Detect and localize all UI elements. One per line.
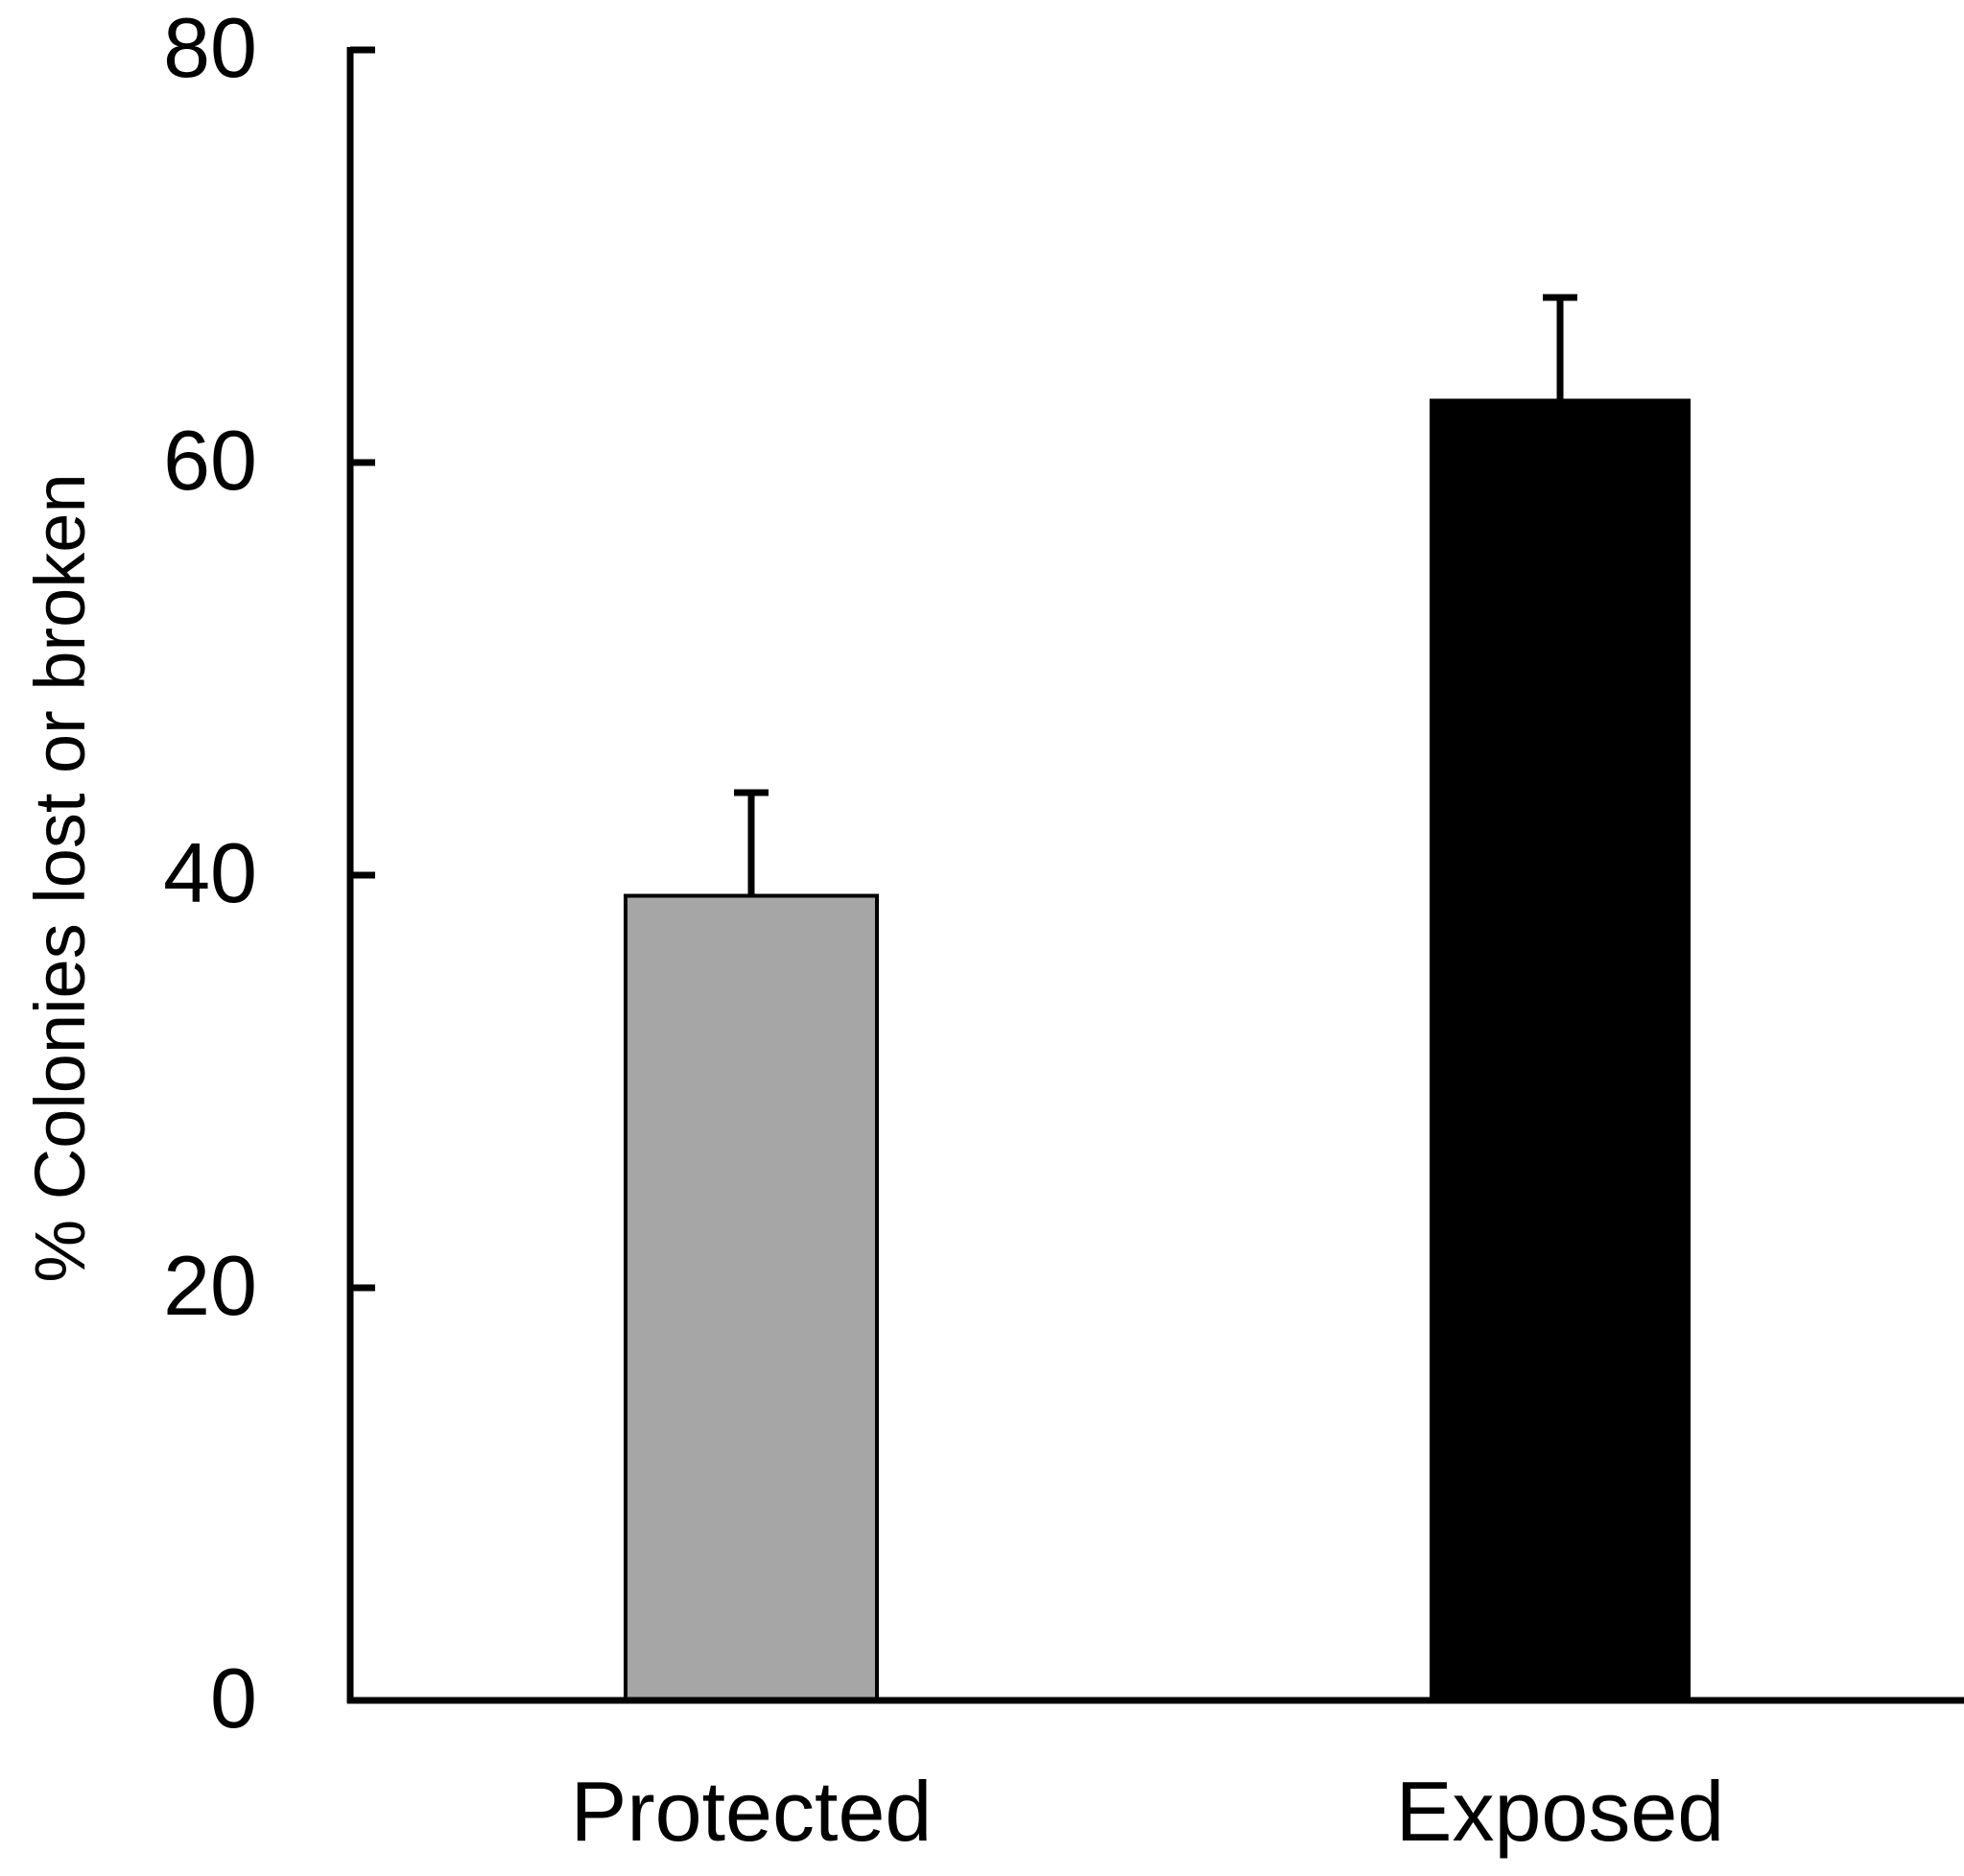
bar: [1430, 398, 1691, 1702]
y-tick-label: 40: [163, 825, 257, 920]
x-tick-label: Exposed: [1396, 1764, 1724, 1859]
y-axis-title: % Colonies lost or broken: [20, 473, 100, 1282]
error-bars: [734, 294, 1577, 896]
x-tick-label: Protected: [571, 1764, 933, 1859]
y-tick-label: 20: [163, 1238, 257, 1333]
y-axis-ticks: 0 20 40 60 80: [163, 0, 375, 1745]
bars: [624, 398, 1691, 1702]
y-tick-label: 0: [210, 1650, 257, 1745]
y-tick-label: 80: [163, 0, 257, 95]
bar: [624, 893, 879, 1702]
x-axis-tick-labels: Protected Exposed: [571, 1764, 1725, 1859]
y-tick-label: 60: [163, 413, 257, 508]
